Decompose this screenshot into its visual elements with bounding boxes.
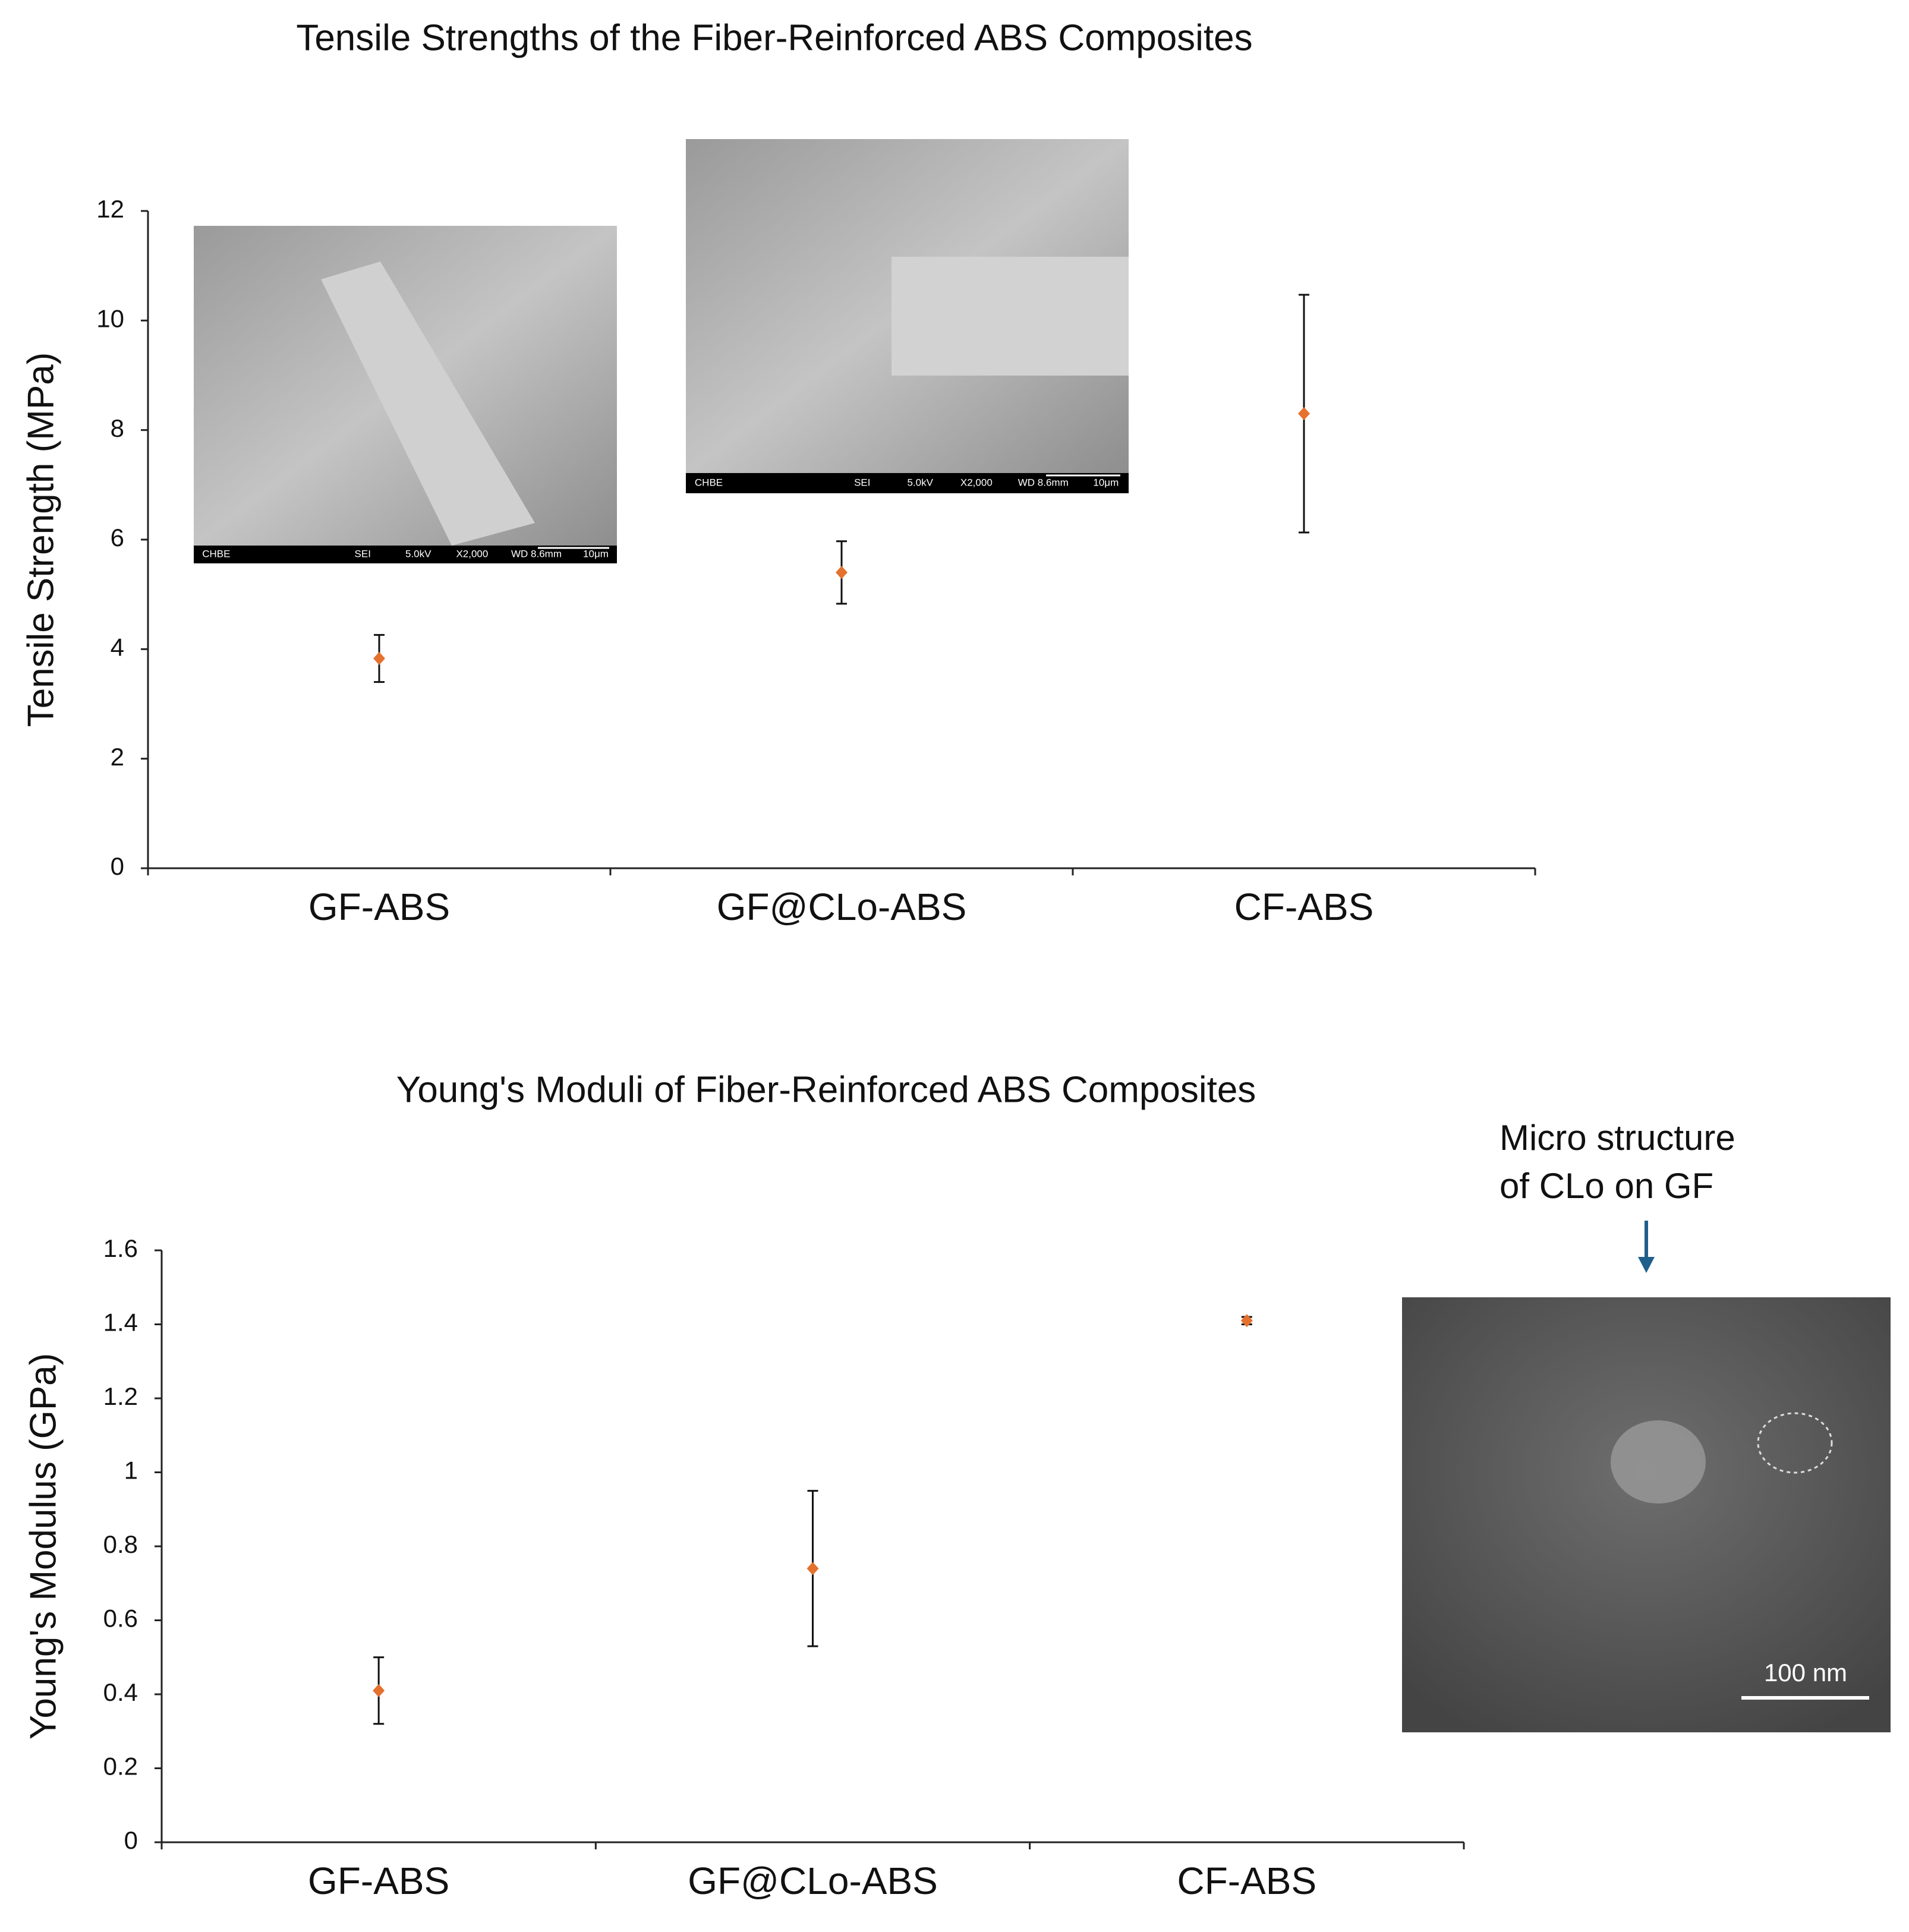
sem-info-label: 10μm <box>583 548 609 559</box>
sem-particle <box>1611 1420 1706 1504</box>
y-axis-label: Tensile Strength (MPa) <box>20 352 61 727</box>
sem-info-label: 10μm <box>1093 477 1119 488</box>
x-tick-label: CF-ABS <box>1234 885 1374 928</box>
sem-info-label: CHBE <box>695 477 723 488</box>
scale-bar-label: 100 nm <box>1764 1659 1847 1687</box>
y-tick-label: 0.2 <box>103 1753 138 1780</box>
sem-info-label: 5.0kV <box>908 477 934 488</box>
sem-fiber <box>321 261 535 546</box>
highlight-circle <box>1757 1412 1833 1474</box>
data-point <box>1298 407 1310 421</box>
y-tick-label: 1.4 <box>103 1309 138 1337</box>
data-point <box>373 1684 385 1697</box>
y-tick-label: 8 <box>111 414 124 442</box>
data-point <box>1240 1314 1253 1328</box>
sem-image: 100 nm <box>1402 1297 1891 1732</box>
y-tick-label: 1.6 <box>103 1234 138 1262</box>
sem-info-label: WD 8.6mm <box>511 548 562 559</box>
y-tick-label: 0.8 <box>103 1530 138 1558</box>
y-tick-label: 2 <box>111 743 124 771</box>
sem-info-label: X2,000 <box>456 548 488 559</box>
y-tick-label: 4 <box>111 633 124 661</box>
x-tick-label: GF@CLo-ABS <box>688 1859 938 1902</box>
x-tick-label: GF@CLo-ABS <box>717 885 967 928</box>
data-point <box>807 1562 819 1575</box>
data-point <box>373 652 385 666</box>
y-tick-label: 1.2 <box>103 1382 138 1410</box>
sem-image <box>686 139 1129 493</box>
sem-info-label: 5.0kV <box>405 548 431 559</box>
sem-info-label: SEI <box>854 477 870 488</box>
sem-info-label: CHBE <box>202 548 230 559</box>
chart-title: Young's Moduli of Fiber-Reinforced ABS C… <box>396 1069 1256 1110</box>
sem-info-label: X2,000 <box>960 477 993 488</box>
chart-title: Tensile Strengths of the Fiber-Reinforce… <box>296 17 1252 58</box>
x-tick-label: CF-ABS <box>1177 1859 1316 1902</box>
sem-fiber <box>892 257 1129 376</box>
sem-info-label: SEI <box>355 548 371 559</box>
annotation-text: of CLo on GF <box>1500 1166 1713 1206</box>
y-tick-label: 0 <box>111 852 124 880</box>
arrow-head <box>1638 1257 1655 1273</box>
data-point <box>836 566 848 579</box>
y-tick-label: 6 <box>111 524 124 551</box>
y-tick-label: 12 <box>96 195 124 223</box>
annotation-text: Micro structure <box>1500 1118 1735 1158</box>
sem-info-bar <box>686 473 1129 493</box>
sem-info-label: WD 8.6mm <box>1018 477 1069 488</box>
sem-photo <box>1402 1297 1891 1732</box>
y-axis-label: Young's Modulus (GPa) <box>23 1353 64 1740</box>
x-tick-label: GF-ABS <box>308 885 450 928</box>
x-tick-label: GF-ABS <box>308 1859 449 1902</box>
sem-image <box>194 226 617 563</box>
y-tick-label: 0.4 <box>103 1678 138 1706</box>
y-tick-label: 10 <box>96 304 124 332</box>
y-tick-label: 0 <box>124 1826 138 1854</box>
y-tick-label: 1 <box>124 1457 138 1485</box>
y-tick-label: 0.6 <box>103 1605 138 1632</box>
